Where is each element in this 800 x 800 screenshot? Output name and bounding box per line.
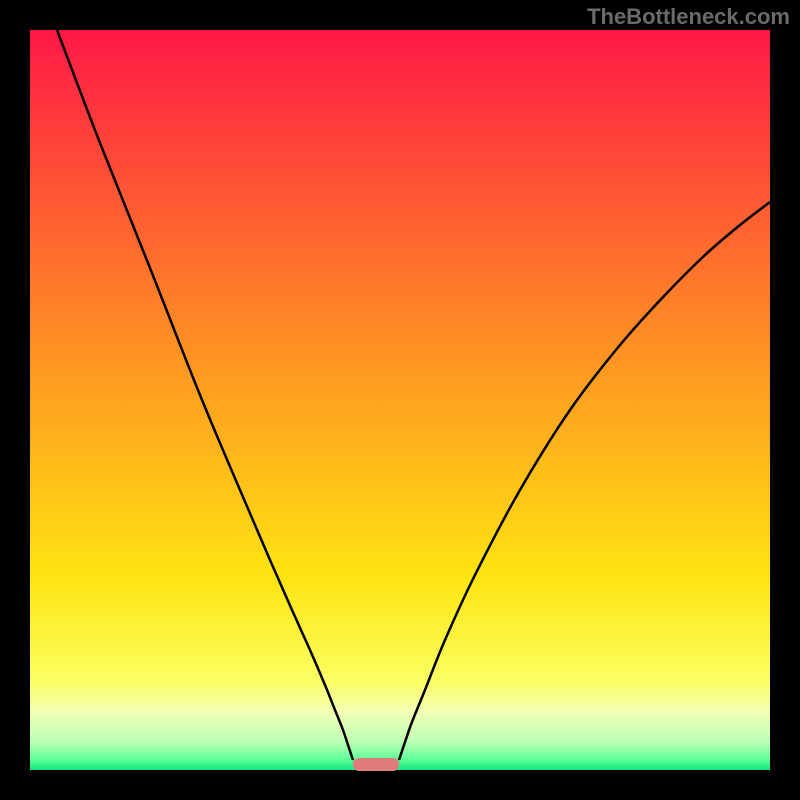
watermark-text: TheBottleneck.com (587, 4, 790, 30)
optimal-range-marker (353, 758, 399, 771)
curve-overlay (0, 0, 800, 800)
bottleneck-curve-left (57, 30, 353, 760)
chart-frame: TheBottleneck.com (0, 0, 800, 800)
bottleneck-curve-right (399, 202, 770, 760)
